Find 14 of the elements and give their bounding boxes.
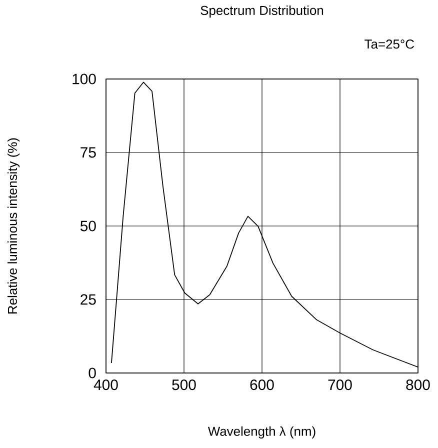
y-tick-label: 25 [80,294,96,305]
chart-title: Spectrum Distribution [200,6,324,18]
y-tick-label: 75 [80,147,96,158]
x-tick-label: 800 [406,380,430,390]
y-axis-title: Relative luminous intensity (%) [8,138,20,314]
text: Ta=25°C [364,40,414,49]
y-tick-label: 0 [88,368,96,378]
x-tick-label: 700 [328,380,352,390]
x-tick-label: 400 [94,380,118,390]
y-tick-label: 50 [80,220,96,232]
x-axis-title: Wavelength λ (nm) [208,426,316,438]
x-tick-label: 500 [172,380,196,390]
x-tick-label: 600 [250,380,274,390]
y-tick-label: 100 [72,74,96,84]
